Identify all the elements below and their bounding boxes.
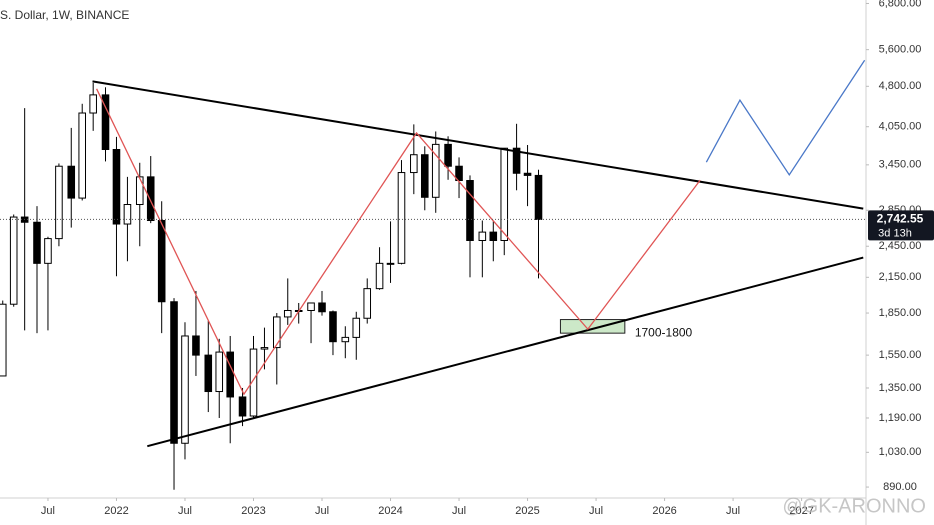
candle-body: [410, 154, 418, 174]
candle-body: [181, 335, 189, 444]
candle-body: [89, 94, 97, 114]
candle-body: [307, 302, 315, 311]
candle-body: [146, 176, 155, 222]
candle-body: [0, 303, 7, 377]
countdown: 3d 13h: [878, 227, 912, 239]
candle-body: [341, 336, 350, 343]
x-tick-label: Jul: [726, 505, 740, 517]
x-tick-label: 2024: [378, 505, 402, 517]
x-tick-label: Jul: [315, 505, 329, 517]
candle-body: [397, 172, 406, 264]
y-tick-label: 1,350.00: [879, 382, 922, 394]
candle-body: [478, 231, 487, 241]
candle-body: [55, 165, 63, 240]
watermark: @GK-ARONNO: [782, 495, 926, 517]
y-tick-label: 6,800.00: [879, 0, 922, 9]
x-tick-label: 2026: [652, 505, 676, 517]
candle-body: [112, 148, 121, 225]
candle-body: [512, 147, 521, 174]
candle-body: [78, 112, 87, 199]
candle-body: [318, 302, 326, 313]
candle-body: [420, 154, 429, 198]
x-tick-label: 2025: [515, 505, 539, 517]
y-tick-label: 3,450.00: [879, 159, 922, 171]
candle-body: [534, 174, 543, 220]
last-price-label: 2,742.55: [877, 212, 924, 226]
candle-body: [170, 301, 178, 444]
candle-body: [101, 94, 110, 150]
candle-body: [500, 147, 509, 241]
y-tick-label: 2,150.00: [879, 271, 922, 283]
y-tick-label: 1,030.00: [879, 446, 922, 458]
candle-body: [192, 335, 200, 356]
chart-title: S. Dollar, 1W, BINANCE: [0, 8, 129, 22]
y-tick-label: 2,450.00: [879, 240, 922, 252]
x-tick-label: Jul: [452, 505, 466, 517]
x-tick-label: 2022: [104, 505, 128, 517]
candle-body: [444, 143, 452, 167]
trendline: [96, 88, 701, 396]
candle-body: [375, 262, 384, 290]
candle-body: [33, 221, 41, 264]
candle-body: [273, 316, 281, 349]
candle-body: [135, 176, 144, 206]
candle-body: [363, 288, 372, 319]
candle-body: [123, 204, 132, 225]
candle-body: [386, 262, 395, 265]
x-tick-label: Jul: [178, 505, 192, 517]
candle-body: [352, 317, 361, 338]
trendline: [705, 59, 866, 177]
candle-body: [523, 172, 532, 176]
y-tick-label: 890.00: [883, 481, 917, 493]
y-tick-label: 4,050.00: [879, 121, 922, 133]
y-tick-label: 4,800.00: [879, 80, 922, 92]
candle-body: [238, 396, 247, 417]
candle-body: [260, 347, 269, 350]
candle-body: [466, 180, 474, 241]
candle-body: [226, 351, 234, 398]
candle-body: [455, 165, 463, 182]
zone-label: 1700-1800: [635, 326, 693, 340]
x-tick-label: 2027: [789, 505, 813, 517]
x-tick-label: Jul: [41, 505, 55, 517]
candle-body: [67, 165, 76, 199]
x-tick-label: 2023: [241, 505, 265, 517]
y-tick-label: 1,850.00: [879, 307, 922, 319]
candle-body: [283, 309, 292, 318]
trendline: [147, 256, 864, 448]
y-tick-label: 1,190.00: [879, 412, 922, 424]
candle-body: [489, 231, 498, 241]
candle-body: [157, 220, 166, 303]
candle-body: [431, 143, 440, 198]
target-zone: [559, 319, 626, 334]
candle-body: [9, 216, 18, 305]
y-tick-label: 5,600.00: [879, 44, 922, 56]
candle-body: [329, 311, 337, 343]
candle-body: [204, 354, 213, 393]
candle-body: [215, 351, 224, 393]
candle-body: [44, 238, 52, 264]
trendline: [92, 80, 864, 210]
y-tick-label: 1,550.00: [879, 349, 922, 361]
x-tick-label: Jul: [589, 505, 603, 517]
last-price-box: [868, 210, 934, 241]
candle-body: [249, 348, 258, 417]
